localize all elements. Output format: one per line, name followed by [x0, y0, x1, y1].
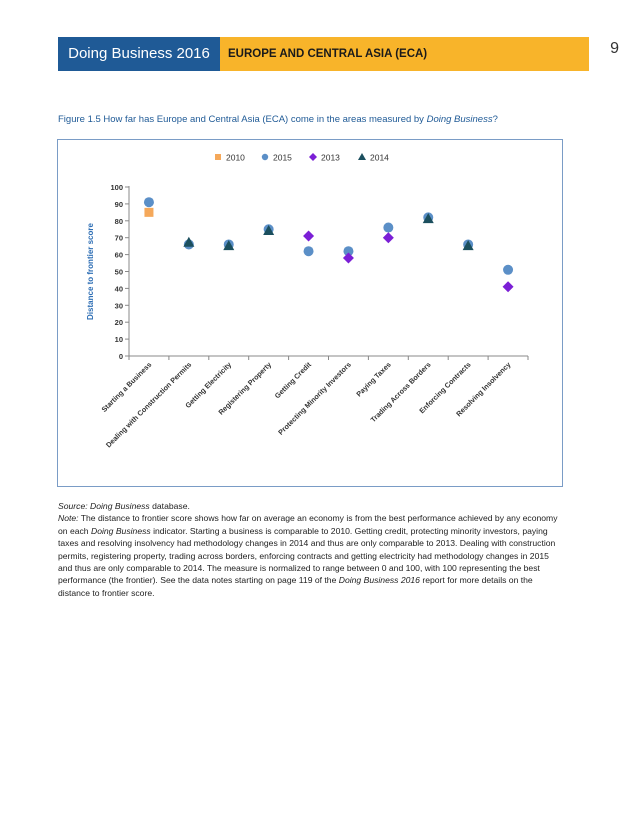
note-italic-2: Doing Business 2016 [338, 575, 420, 586]
figure-title: Figure 1.5 How far has Europe and Centra… [58, 114, 598, 125]
point-2014-4 [263, 224, 275, 235]
source-rest: database. [149, 501, 190, 511]
y-axis-title: Distance to frontier score [86, 222, 95, 319]
header-report-title: Doing Business 2016 [58, 37, 220, 71]
point-2014-3 [223, 240, 235, 251]
header-section-title: EUROPE AND CENTRAL ASIA (ECA) [220, 37, 589, 71]
y-tick-label: 20 [115, 318, 123, 327]
x-category-label: Getting Credit [273, 360, 314, 401]
source-label: Source: [58, 501, 91, 511]
scatter-chart: 0 10 20 30 40 50 60 70 80 90 100 Distance to fronti… [86, 153, 529, 449]
point-2014-8 [422, 213, 434, 224]
y-tick-label: 40 [115, 284, 123, 293]
point-2013-6 [342, 252, 354, 264]
legend-marker-2013 [309, 153, 317, 161]
y-tick-label: 100 [110, 183, 123, 192]
point-2013-10 [502, 281, 514, 293]
source-line: Source: Doing Business database. [58, 500, 558, 512]
point-2014-2 [183, 236, 195, 247]
note-label: Note: [58, 513, 79, 524]
y-tick-label: 30 [115, 301, 123, 310]
y-tick-label: 10 [115, 335, 123, 344]
point-2015-1 [143, 197, 154, 208]
figure-title-italic: Doing Business [426, 114, 493, 125]
page-number: 9 [610, 40, 619, 57]
note-text-1: The distance to frontier score shows how… [58, 513, 558, 536]
y-tick-label: 50 [115, 268, 123, 277]
x-category-label: Dealing with Construction Permits [104, 360, 193, 449]
x-category-label: Protecting Minority Investors [276, 360, 353, 437]
y-tick-label: 70 [115, 234, 123, 243]
point-2015-5 [303, 246, 314, 257]
note-italic-1: Doing Business [90, 525, 151, 536]
figure-title-text: Figure 1.5 How far has Europe and Centra… [58, 114, 427, 125]
note-text-2: indicator. Starting a business is compar… [58, 525, 556, 586]
chart-frame: 0 10 20 30 40 50 60 70 80 90 100 Distance to fronti… [57, 139, 563, 487]
legend-label-2013: 2013 [321, 153, 340, 163]
point-2010-1 [144, 207, 154, 217]
note-text-3: report for more details on the distance … [58, 575, 533, 598]
y-tick-label: 80 [115, 217, 123, 226]
point-2015-6 [343, 246, 354, 257]
legend-marker-2014 [358, 153, 366, 160]
figure-title-suffix: ? [492, 114, 498, 125]
x-category-label: Paying Taxes [354, 360, 392, 398]
figure-notes: Source: Doing Business database. Note: T… [58, 500, 558, 599]
legend-marker-2015 [261, 153, 269, 161]
legend-label-2010: 2010 [226, 153, 245, 163]
point-2014-9 [462, 240, 474, 251]
legend-label-2015: 2015 [273, 153, 292, 163]
point-2013-5 [303, 230, 315, 242]
y-tick-label: 60 [115, 251, 123, 260]
legend-label-2014: 2014 [370, 153, 389, 163]
legend-marker-2010 [215, 154, 221, 160]
source-italic: Doing Business [90, 501, 150, 511]
point-2015-10 [503, 264, 514, 275]
note-paragraph: Note: The distance to frontier score sho… [58, 512, 558, 599]
point-2015-7 [383, 222, 394, 233]
point-2013-7 [382, 232, 394, 244]
y-tick-label: 0 [119, 352, 123, 361]
y-tick-label: 90 [115, 200, 123, 209]
